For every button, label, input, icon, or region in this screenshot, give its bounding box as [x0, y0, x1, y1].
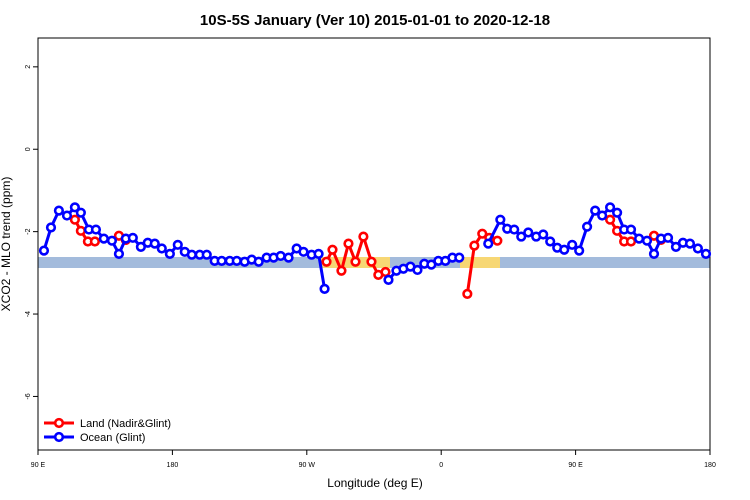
data-point	[327, 244, 338, 255]
data-point	[186, 249, 197, 260]
data-point	[477, 228, 488, 239]
data-point	[516, 231, 527, 242]
data-point	[149, 238, 160, 249]
y-axis-label: XCO2 - MLO trend (ppm)	[0, 177, 13, 312]
data-point	[469, 240, 480, 251]
data-point	[509, 224, 520, 235]
data-point	[275, 250, 286, 262]
data-point	[216, 255, 227, 266]
data-point	[462, 288, 473, 299]
data-point	[641, 235, 653, 246]
series-line	[73, 218, 662, 295]
data-point	[253, 256, 264, 267]
data-point	[412, 264, 423, 276]
data-point	[604, 202, 616, 213]
data-point	[567, 239, 578, 250]
data-point	[700, 248, 712, 259]
data-point	[172, 239, 183, 250]
data-point	[538, 229, 549, 240]
data-point	[597, 210, 608, 221]
data-point	[692, 243, 704, 254]
legend-label: Land (Nadir&Glint)	[80, 418, 171, 430]
data-point	[574, 245, 585, 256]
x-tick-label: 90 E	[568, 462, 583, 469]
data-point	[545, 236, 556, 247]
data-point	[492, 235, 503, 246]
legend-label: Ocean (Glint)	[80, 432, 145, 444]
data-point	[559, 244, 570, 255]
y-tick-label: -4	[25, 311, 32, 317]
data-point	[625, 224, 637, 235]
y-tick-label: -6	[25, 393, 32, 399]
data-point	[106, 235, 118, 246]
data-point	[590, 205, 601, 216]
legend-marker	[53, 431, 65, 443]
data-point	[343, 238, 354, 249]
x-tick-label: 90 W	[299, 462, 316, 469]
data-point	[53, 205, 65, 216]
data-point	[383, 274, 394, 285]
data-point	[69, 202, 80, 213]
data-point	[75, 207, 86, 218]
y-tick-label: 2	[25, 65, 32, 69]
data-point	[113, 248, 125, 259]
x-tick-label: 180	[167, 462, 179, 469]
data-point	[648, 248, 660, 259]
data-point	[283, 252, 294, 263]
data-point	[298, 246, 309, 257]
data-point	[380, 266, 391, 278]
legend-marker	[53, 417, 65, 429]
data-point	[633, 233, 645, 244]
data-point	[61, 210, 73, 221]
data-point	[358, 231, 369, 242]
plot-frame	[37, 37, 711, 451]
data-point	[366, 256, 377, 267]
data-point	[495, 214, 506, 225]
data-point	[604, 214, 616, 225]
data-point	[69, 214, 80, 225]
data-point	[350, 256, 361, 267]
land-strip	[460, 257, 500, 268]
data-point	[625, 236, 637, 247]
data-point	[90, 224, 102, 235]
y-tick-label: 0	[25, 147, 32, 151]
data-point	[662, 232, 674, 243]
data-point	[483, 238, 494, 249]
data-point	[164, 248, 175, 259]
x-tick-label: 0	[439, 462, 443, 469]
data-point	[684, 238, 696, 249]
data-point	[321, 256, 332, 267]
data-point	[201, 249, 212, 260]
data-point	[581, 221, 593, 232]
data-point	[336, 265, 347, 276]
data-point	[98, 233, 109, 244]
chart-title: 10S-5S January (Ver 10) 2015-01-01 to 20…	[200, 12, 550, 29]
y-tick-label: -2	[25, 228, 32, 234]
data-point	[313, 248, 324, 259]
x-axis-label: Longitude (deg E)	[327, 476, 422, 490]
data-point	[75, 225, 86, 236]
data-point	[523, 227, 534, 238]
data-point	[670, 241, 682, 252]
x-tick-label: 90 E	[31, 462, 46, 469]
data-point	[156, 243, 167, 254]
data-point	[45, 222, 57, 233]
data-point	[89, 236, 100, 247]
data-point	[454, 252, 465, 263]
data-point	[231, 255, 242, 266]
x-tick-label: 180	[704, 462, 716, 469]
data-point	[612, 207, 623, 218]
data-point	[135, 241, 146, 252]
data-point	[319, 283, 330, 295]
data-point	[38, 245, 50, 256]
data-point	[127, 232, 138, 243]
